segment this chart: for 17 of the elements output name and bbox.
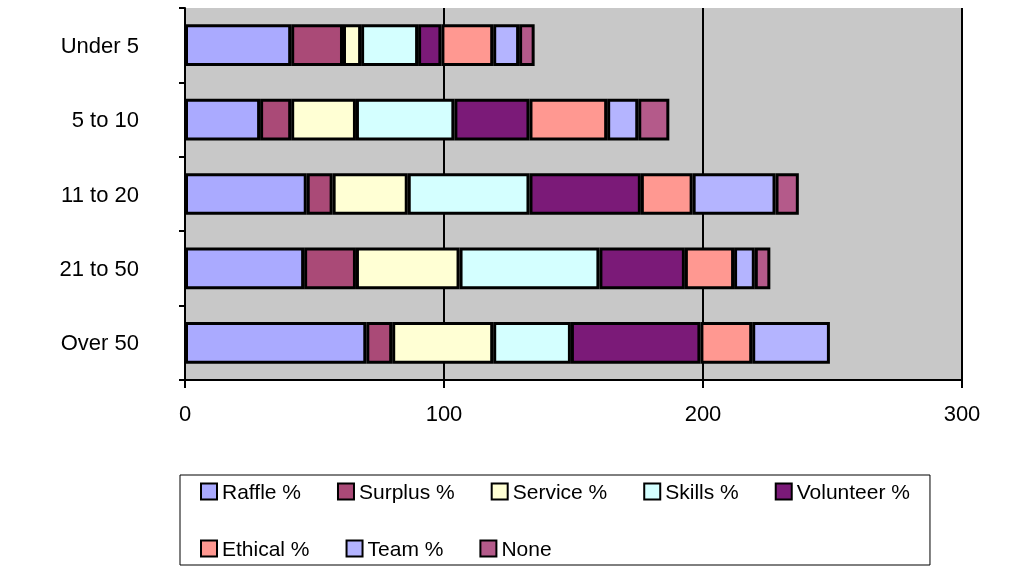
y-tick-label: 11 to 20 <box>61 181 139 207</box>
legend-label: Raffle % <box>222 480 301 503</box>
legend-label: Volunteer % <box>796 480 910 503</box>
legend-label: Ethical % <box>222 537 310 560</box>
y-tick-label: Under 5 <box>60 32 139 58</box>
legend-label: Skills % <box>665 480 739 503</box>
x-tick-label: 100 <box>425 400 463 426</box>
x-tick-label: 200 <box>684 400 722 426</box>
y-tick-label: 5 to 10 <box>71 107 139 133</box>
legend-label: Team % <box>367 537 444 560</box>
legend-label: Service % <box>512 480 608 503</box>
legend-label: None <box>501 537 552 560</box>
x-tick-label: 300 <box>943 400 981 426</box>
y-tick-label: 21 to 50 <box>59 255 139 281</box>
y-tick-label: Over 50 <box>60 330 139 356</box>
x-tick-label: 0 <box>178 400 192 426</box>
legend-label: Surplus % <box>358 480 455 503</box>
